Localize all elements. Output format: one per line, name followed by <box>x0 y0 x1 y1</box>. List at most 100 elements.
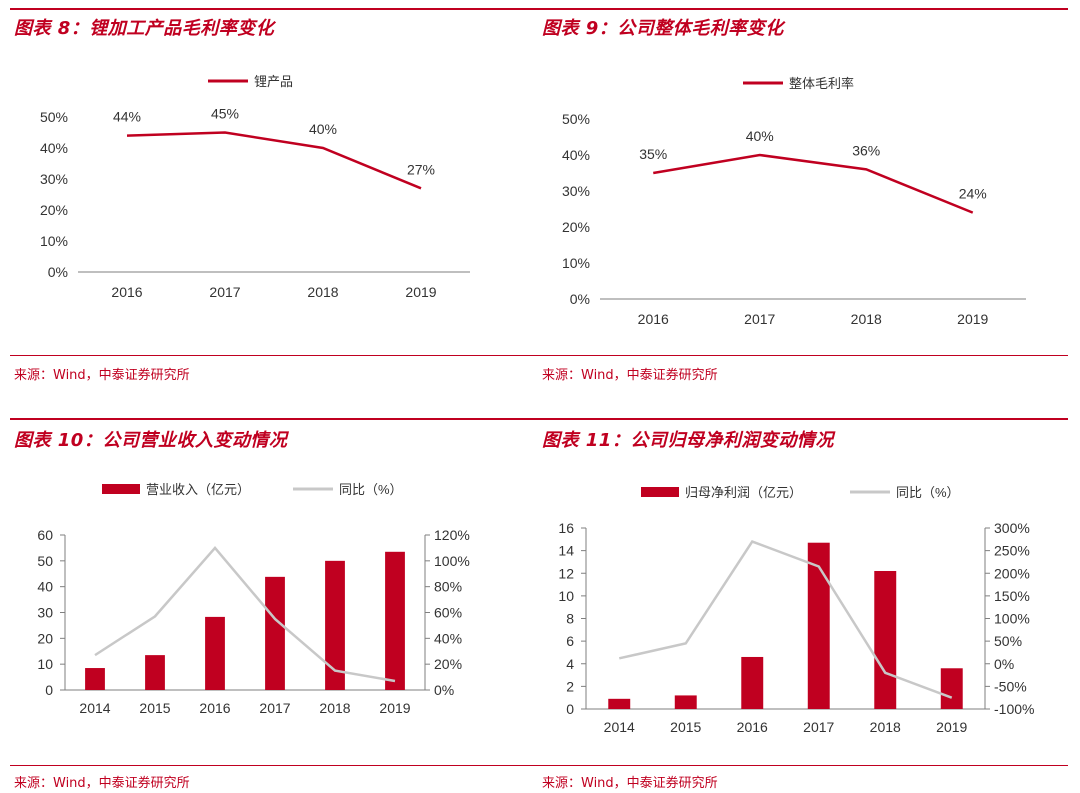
legend-label-line: 同比（%） <box>896 485 960 500</box>
y-tick-label: 0 <box>45 682 53 698</box>
y2-tick-label: 60% <box>434 605 462 621</box>
y-tick-label: 10 <box>37 656 53 672</box>
y2-tick-label: 120% <box>434 527 470 543</box>
y2-tick-label: 200% <box>994 565 1030 581</box>
bar <box>385 551 405 690</box>
y-tick-label: 0% <box>48 264 68 280</box>
title-rule <box>538 8 1068 10</box>
y-tick-label: 12 <box>558 565 574 581</box>
x-tick-label: 2017 <box>259 700 290 716</box>
source-note: 来源：Wind，中泰证券研究所 <box>14 368 190 383</box>
data-label: 27% <box>407 161 435 177</box>
bar <box>674 695 697 709</box>
y2-tick-label: 300% <box>994 520 1030 536</box>
x-tick-label: 2017 <box>803 719 834 735</box>
chart-panel-11: 图表 11：公司归母净利润变动情况 归母净利润（亿元） 同比（%） 0 2 4 6 8 10 1… <box>538 410 1068 793</box>
bar <box>145 655 165 690</box>
legend-swatch-bar <box>641 487 679 497</box>
legend-label-bar: 营业收入（亿元） <box>146 482 250 497</box>
x-tick-label: 2015 <box>139 700 170 716</box>
y-tick-label: 6 <box>566 633 574 649</box>
source-note: 来源：Wind，中泰证券研究所 <box>542 776 718 791</box>
bar <box>325 560 345 690</box>
source-rule <box>538 765 1068 766</box>
y-tick-label: 50% <box>40 109 68 125</box>
y-tick-label: 30 <box>37 605 53 621</box>
y-tick-label: 20% <box>562 219 590 235</box>
x-tick-label: 2019 <box>379 700 410 716</box>
chart-panel-10: 图表 10：公司营业收入变动情况 营业收入（亿元） 同比（%） 0 10 20 30 40 5… <box>10 410 540 793</box>
source-note: 来源：Wind，中泰证券研究所 <box>14 776 190 791</box>
panel-title: 图表 11：公司归母净利润变动情况 <box>542 430 834 451</box>
yoy-line <box>618 540 953 699</box>
series-line <box>653 153 974 214</box>
x-tick-label: 2017 <box>209 284 240 300</box>
data-label: 44% <box>113 109 141 125</box>
y-tick-label: 40% <box>40 140 68 156</box>
bar <box>741 656 764 709</box>
y-tick-label: 30% <box>40 171 68 187</box>
data-label: 40% <box>309 121 337 137</box>
data-label: 45% <box>211 106 239 122</box>
y2-tick-label: 150% <box>994 588 1030 604</box>
x-tick-label: 2016 <box>737 719 768 735</box>
bar <box>85 668 105 690</box>
bar-line-chart-net-profit: 归母净利润（亿元） 同比（%） 0 2 4 6 8 10 12 14 16 -100% -50% 0% 50… <box>558 485 1034 735</box>
bar <box>807 542 830 709</box>
x-tick-label: 2014 <box>604 719 635 735</box>
y-tick-label: 40 <box>37 579 53 595</box>
title-rule <box>10 418 540 420</box>
y-tick-label: 4 <box>566 656 574 672</box>
panel-title: 图表 9：公司整体毛利率变化 <box>542 18 784 39</box>
x-tick-label: 2016 <box>111 284 142 300</box>
y-tick-label: 0 <box>566 701 574 717</box>
y2-tick-label: 250% <box>994 543 1030 559</box>
legend-swatch-bar <box>102 484 140 494</box>
y-tick-label: 10 <box>558 588 574 604</box>
y2-tick-label: -100% <box>994 701 1034 717</box>
bar <box>874 570 897 709</box>
line-chart-overall-margin: 整体毛利率 0% 10% 20% 30% 40% 50% 2016 2017 2018 2019 35… <box>562 76 1026 327</box>
y-tick-label: 14 <box>558 543 574 559</box>
y2-tick-label: -50% <box>994 678 1027 694</box>
panel-title: 图表 8：锂加工产品毛利率变化 <box>14 18 275 39</box>
source-rule <box>10 355 540 356</box>
panel-title: 图表 10：公司营业收入变动情况 <box>14 430 288 451</box>
y-tick-label: 10% <box>562 255 590 271</box>
data-label: 35% <box>639 146 667 162</box>
x-tick-label: 2019 <box>936 719 967 735</box>
x-tick-label: 2019 <box>957 311 988 327</box>
y-tick-label: 50 <box>37 553 53 569</box>
y2-tick-label: 100% <box>434 553 470 569</box>
x-tick-label: 2016 <box>199 700 230 716</box>
bar <box>940 668 963 709</box>
x-tick-label: 2018 <box>307 284 338 300</box>
y-tick-label: 60 <box>37 527 53 543</box>
x-tick-label: 2018 <box>319 700 350 716</box>
y2-tick-label: 40% <box>434 630 462 646</box>
y-tick-label: 2 <box>566 678 574 694</box>
y-tick-label: 16 <box>558 520 574 536</box>
chart-panel-9: 图表 9：公司整体毛利率变化 整体毛利率 0% 10% 20% 30% 40% 50% 201… <box>538 0 1068 390</box>
legend-label-bar: 归母净利润（亿元） <box>685 485 802 500</box>
y2-tick-label: 100% <box>994 611 1030 627</box>
bar <box>608 698 631 709</box>
x-tick-label: 2014 <box>79 700 110 716</box>
data-label: 36% <box>852 142 880 158</box>
title-rule <box>538 418 1068 420</box>
series-line <box>126 131 422 190</box>
legend-label: 整体毛利率 <box>789 76 854 91</box>
legend-label: 锂产品 <box>254 74 293 89</box>
y-tick-label: 30% <box>562 183 590 199</box>
data-label: 24% <box>959 186 987 202</box>
y2-tick-label: 20% <box>434 656 462 672</box>
y-tick-label: 40% <box>562 147 590 163</box>
data-label: 40% <box>746 128 774 144</box>
title-rule <box>10 8 540 10</box>
y2-tick-label: 0% <box>434 682 454 698</box>
chart-panel-8: 图表 8：锂加工产品毛利率变化 锂产品 0% 10% 20% 30% 40% 50% 2016… <box>10 0 540 390</box>
bar-line-chart-revenue: 营业收入（亿元） 同比（%） 0 10 20 30 40 50 60 0% 20% 40% 60% 80%… <box>37 482 470 716</box>
y2-tick-label: 80% <box>434 579 462 595</box>
x-tick-label: 2015 <box>670 719 701 735</box>
y-tick-label: 0% <box>570 291 590 307</box>
